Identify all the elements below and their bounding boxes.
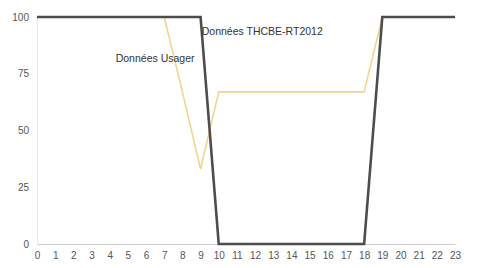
x-tick-label: 0 bbox=[35, 250, 41, 261]
x-tick-label: 5 bbox=[126, 250, 132, 261]
x-tick-label: 4 bbox=[107, 250, 113, 261]
x-tick: 22 bbox=[432, 244, 444, 261]
x-tick: 23 bbox=[450, 244, 462, 261]
y-tick: 100 bbox=[12, 12, 37, 23]
y-tick-label: 100 bbox=[12, 12, 29, 23]
x-tick: 1 bbox=[53, 244, 59, 261]
y-tick: 50 bbox=[18, 125, 37, 136]
x-tick: 0 bbox=[35, 244, 41, 261]
x-tick-label: 17 bbox=[341, 250, 353, 261]
x-tick-label: 8 bbox=[180, 250, 186, 261]
x-tick: 3 bbox=[89, 244, 95, 261]
x-tick: 20 bbox=[395, 244, 407, 261]
series-label: Données THCBE-RT2012 bbox=[202, 25, 323, 37]
x-tick: 12 bbox=[250, 244, 262, 261]
x-tick: 5 bbox=[126, 244, 132, 261]
x-tick-label: 21 bbox=[414, 250, 426, 261]
y-tick-label: 0 bbox=[23, 239, 29, 250]
x-tick-label: 19 bbox=[377, 250, 389, 261]
x-tick-label: 9 bbox=[198, 250, 204, 261]
x-tick: 2 bbox=[71, 244, 77, 261]
y-axis: 0 25 50 75 100 bbox=[12, 12, 37, 250]
x-tick: 8 bbox=[180, 244, 186, 261]
series-line bbox=[37, 17, 455, 244]
x-tick-label: 12 bbox=[250, 250, 262, 261]
x-tick-label: 3 bbox=[89, 250, 95, 261]
y-tick: 25 bbox=[18, 182, 37, 193]
x-tick-label: 15 bbox=[305, 250, 317, 261]
y-tick-label: 50 bbox=[18, 125, 30, 136]
y-axis-line bbox=[37, 18, 38, 245]
x-tick-label: 2 bbox=[71, 250, 77, 261]
y-tick-label: 75 bbox=[18, 68, 30, 79]
x-tick: 17 bbox=[341, 244, 353, 261]
x-tick-label: 18 bbox=[359, 250, 371, 261]
x-tick-label: 10 bbox=[214, 250, 226, 261]
series-label: Données Usager bbox=[116, 52, 195, 64]
x-tick: 4 bbox=[107, 244, 113, 261]
plot: 0123456789101112131415161718192021222302… bbox=[12, 12, 461, 261]
y-tick-label: 25 bbox=[18, 182, 30, 193]
x-tick-label: 1 bbox=[53, 250, 59, 261]
x-tick-label: 23 bbox=[450, 250, 462, 261]
y-tick: 0 bbox=[23, 239, 37, 250]
x-tick: 13 bbox=[268, 244, 280, 261]
x-tick-label: 13 bbox=[268, 250, 280, 261]
x-tick: 10 bbox=[214, 244, 226, 261]
x-tick-label: 7 bbox=[162, 250, 168, 261]
x-tick: 6 bbox=[144, 244, 150, 261]
x-tick-label: 16 bbox=[323, 250, 335, 261]
x-tick-label: 6 bbox=[144, 250, 150, 261]
x-tick: 14 bbox=[286, 244, 298, 261]
x-tick: 21 bbox=[414, 244, 426, 261]
x-tick-label: 14 bbox=[286, 250, 298, 261]
lines bbox=[37, 17, 455, 244]
x-tick-label: 20 bbox=[395, 250, 407, 261]
x-tick: 16 bbox=[323, 244, 335, 261]
x-tick: 11 bbox=[232, 244, 243, 261]
x-tick-label: 11 bbox=[232, 250, 243, 261]
x-tick: 15 bbox=[305, 244, 317, 261]
x-tick: 7 bbox=[162, 244, 168, 261]
x-tick: 9 bbox=[198, 244, 204, 261]
series-line bbox=[37, 17, 455, 169]
y-tick: 75 bbox=[18, 68, 37, 79]
x-axis: 01234567891011121314151617181920212223 bbox=[35, 244, 462, 261]
x-tick: 18 bbox=[359, 244, 371, 261]
x-tick: 19 bbox=[377, 244, 389, 261]
x-tick-label: 22 bbox=[432, 250, 444, 261]
